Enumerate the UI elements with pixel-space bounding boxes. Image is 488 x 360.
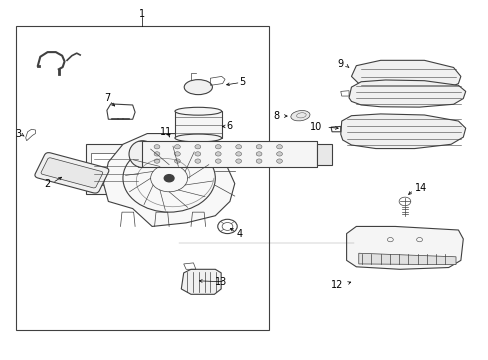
Text: 9: 9: [336, 59, 343, 69]
Polygon shape: [351, 60, 460, 89]
Circle shape: [215, 145, 221, 149]
Circle shape: [154, 159, 160, 163]
Ellipse shape: [175, 134, 221, 142]
Bar: [86, 144, 144, 194]
FancyBboxPatch shape: [41, 158, 102, 188]
FancyBboxPatch shape: [35, 153, 109, 193]
Text: 14: 14: [414, 183, 426, 193]
Polygon shape: [340, 114, 465, 149]
Text: 10: 10: [309, 122, 322, 132]
Ellipse shape: [290, 111, 309, 121]
Circle shape: [164, 175, 174, 182]
Circle shape: [276, 145, 282, 149]
Circle shape: [256, 159, 262, 163]
Circle shape: [174, 145, 180, 149]
Bar: [175, 111, 221, 138]
Text: 6: 6: [225, 121, 232, 131]
Circle shape: [154, 152, 160, 156]
Bar: [317, 144, 331, 165]
Circle shape: [235, 159, 241, 163]
Bar: [91, 153, 140, 185]
Circle shape: [195, 159, 201, 163]
Circle shape: [256, 152, 262, 156]
Circle shape: [256, 145, 262, 149]
Text: 5: 5: [239, 77, 245, 87]
Circle shape: [276, 159, 282, 163]
Ellipse shape: [175, 107, 221, 115]
Polygon shape: [181, 269, 221, 294]
Text: 7: 7: [104, 93, 110, 103]
Circle shape: [154, 145, 160, 149]
Polygon shape: [103, 134, 234, 226]
Ellipse shape: [184, 80, 212, 95]
Bar: [142, 141, 317, 167]
Polygon shape: [358, 253, 455, 265]
Polygon shape: [346, 226, 462, 269]
Circle shape: [215, 159, 221, 163]
Circle shape: [174, 152, 180, 156]
Circle shape: [235, 145, 241, 149]
Text: 4: 4: [236, 229, 242, 239]
Text: 2: 2: [44, 179, 51, 189]
Circle shape: [195, 145, 201, 149]
Circle shape: [276, 152, 282, 156]
Text: 1: 1: [139, 9, 145, 19]
Circle shape: [195, 152, 201, 156]
Text: 11: 11: [159, 127, 171, 137]
Ellipse shape: [129, 141, 156, 167]
Circle shape: [215, 152, 221, 156]
Text: 12: 12: [330, 280, 343, 291]
Text: 8: 8: [273, 111, 279, 121]
Circle shape: [174, 159, 180, 163]
Circle shape: [235, 152, 241, 156]
Text: 3: 3: [15, 129, 21, 139]
Text: 13: 13: [215, 277, 227, 287]
Bar: [16, 26, 268, 330]
Polygon shape: [348, 80, 465, 107]
